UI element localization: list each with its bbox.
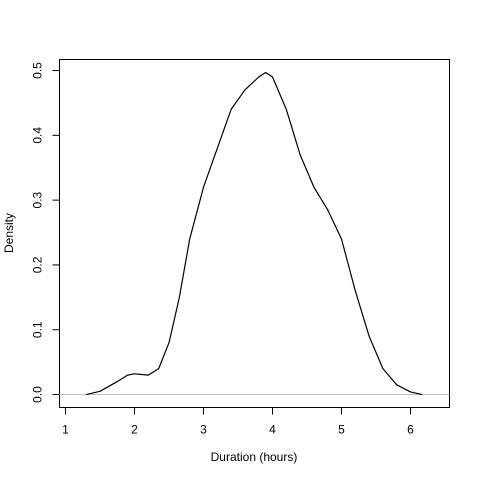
x-tick-label: 5 xyxy=(338,423,345,437)
y-tick-label: 0.0 xyxy=(31,386,45,403)
y-tick-label: 0.3 xyxy=(31,191,45,208)
x-axis-label: Duration (hours) xyxy=(211,450,298,464)
plot-box xyxy=(59,59,450,408)
x-tick-label: 3 xyxy=(200,423,207,437)
y-tick-label: 0.4 xyxy=(31,127,45,144)
x-tick-label: 1 xyxy=(62,423,69,437)
y-axis-label: Density xyxy=(2,213,16,253)
x-tick-label: 2 xyxy=(131,423,138,437)
y-tick-label: 0.5 xyxy=(31,62,45,79)
x-tick-label: 6 xyxy=(407,423,414,437)
y-tick-label: 0.2 xyxy=(31,256,45,273)
y-tick-label: 0.1 xyxy=(31,321,45,338)
x-tick-label: 4 xyxy=(269,423,276,437)
density-line xyxy=(86,71,423,396)
